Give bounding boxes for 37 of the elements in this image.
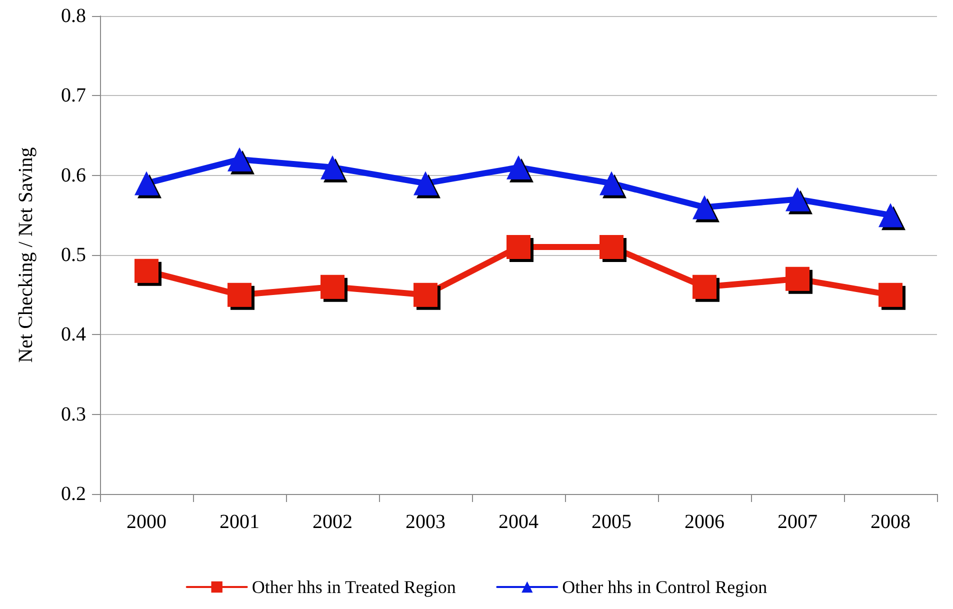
point [414,171,438,196]
y-tick-label: 0.6 [61,164,86,186]
point [600,235,624,260]
point [506,155,530,180]
point [134,171,158,196]
x-tick-label: 2002 [312,511,352,533]
point [134,258,158,283]
legend-label: Other hhs in Control Region [562,577,768,597]
y-tick-label: 0.3 [61,403,86,426]
y-axis-title: Net Checking / Net Saving [15,147,37,363]
x-tick-label: 2000 [126,511,166,533]
y-tick-label: 0.8 [61,5,86,27]
point [878,282,902,307]
x-tick-label: 2005 [592,511,632,533]
point [692,274,716,299]
point [320,155,344,180]
point [786,266,810,291]
x-tick-label: 2003 [406,511,446,533]
point [320,274,344,299]
point [414,282,438,307]
y-tick-label: 0.4 [61,324,86,346]
legend-label: Other hhs in Treated Region [252,577,456,597]
x-tick-label: 2008 [870,511,910,533]
x-tick-label: 2007 [778,511,818,533]
point [600,171,624,196]
y-tick-label: 0.7 [61,84,86,107]
point [878,203,902,228]
x-tick-label: 2004 [498,511,538,533]
y-tick-label: 0.5 [61,244,86,266]
point [786,187,810,212]
x-tick-label: 2001 [220,511,260,533]
y-tick-label: 0.2 [61,483,86,505]
point [506,235,530,260]
point [228,147,252,172]
point [692,195,716,220]
x-tick-label: 2006 [684,511,724,533]
point [228,282,252,307]
